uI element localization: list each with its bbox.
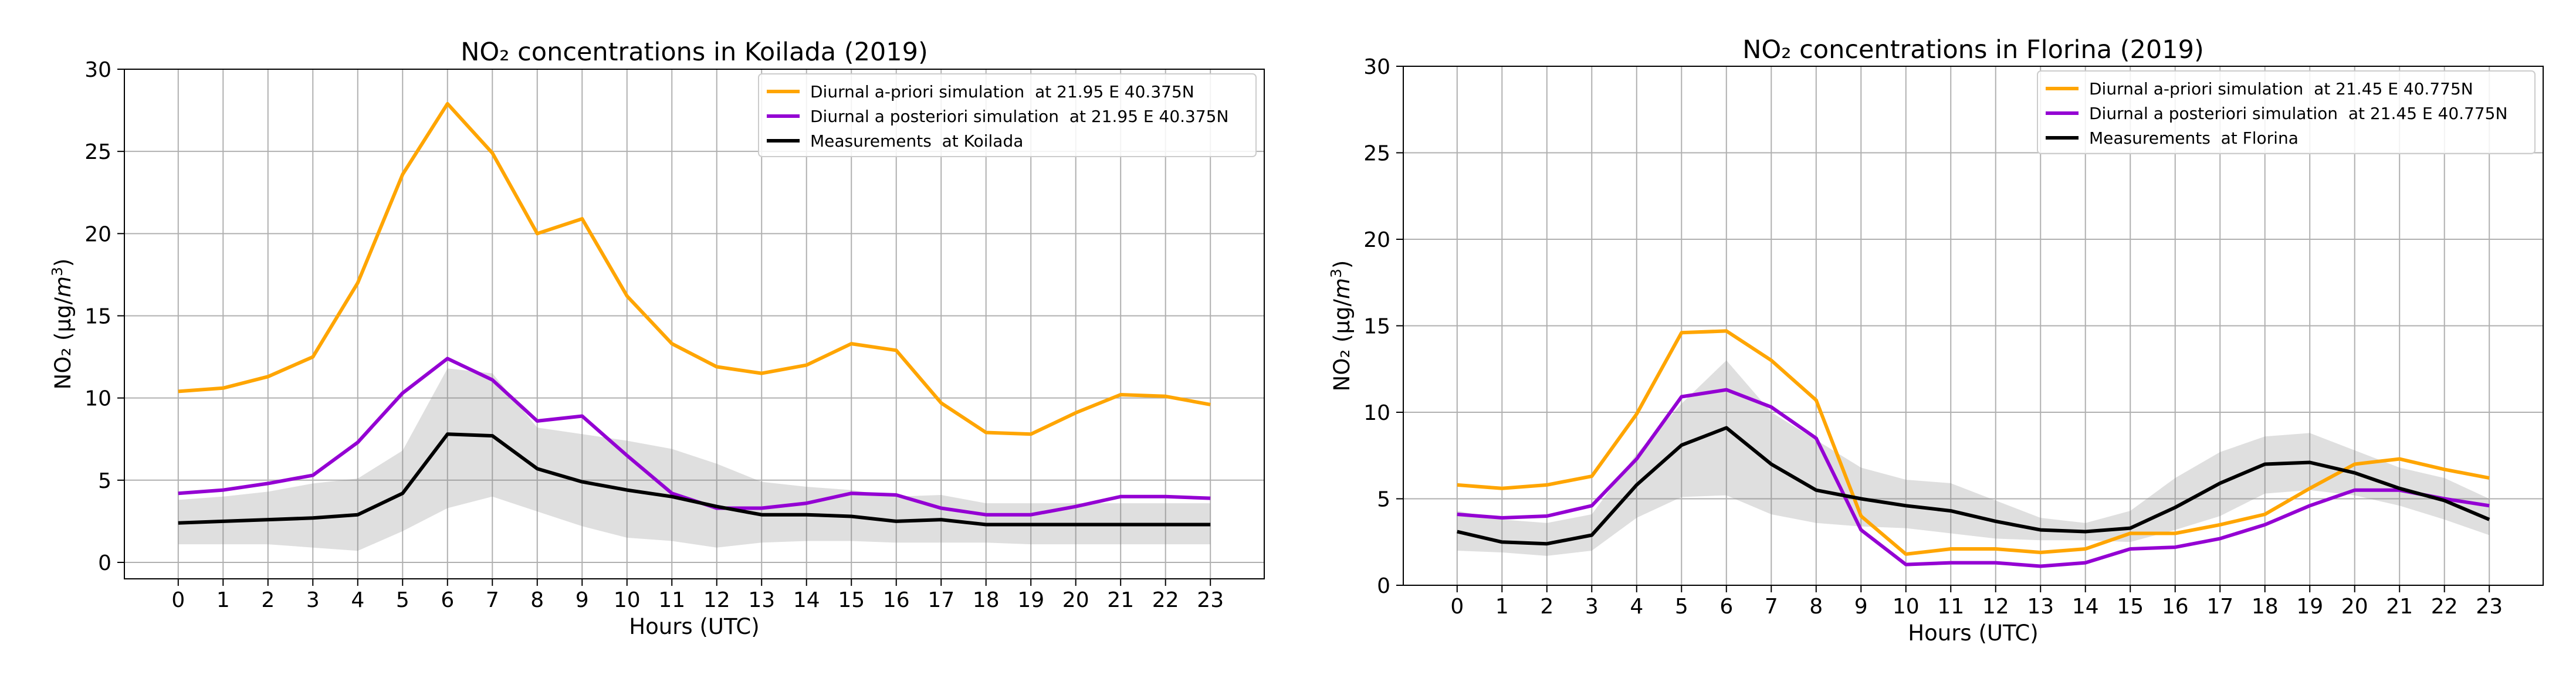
x-tick-label: 23: [2476, 595, 2503, 619]
x-tick-label: 2: [261, 588, 275, 612]
x-axis-label: Hours (UTC): [1908, 620, 2038, 646]
x-tick-label: 15: [838, 588, 865, 612]
x-tick-label: 12: [1982, 595, 2009, 619]
x-axis-label: Hours (UTC): [629, 614, 759, 639]
x-tick-label: 10: [614, 588, 641, 612]
x-tick-label: 3: [306, 588, 320, 612]
x-tick-label: 21: [2386, 595, 2413, 619]
x-tick-label: 10: [1893, 595, 1920, 619]
x-tick-label: 0: [1450, 595, 1464, 619]
legend: Diurnal a-priori simulation at 21.45 E 4…: [2037, 70, 2536, 154]
y-tick-label: 5: [98, 469, 111, 493]
x-tick-label: 14: [2072, 595, 2099, 619]
legend-box: [2037, 70, 2536, 154]
x-tick-label: 9: [1854, 595, 1868, 619]
legend: Diurnal a-priori simulation at 21.95 E 4…: [758, 73, 1257, 157]
measurement-range-band: [1457, 360, 2490, 556]
x-tick-label: 6: [1719, 595, 1733, 619]
x-tick-label: 16: [2162, 595, 2189, 619]
legend-entry-2: Diurnal a posteriori simulation at 21.95…: [810, 107, 1228, 126]
x-tick-label: 22: [1152, 588, 1179, 612]
x-tick-label: 11: [658, 588, 685, 612]
x-tick-label: 3: [1585, 595, 1599, 619]
x-tick-label: 19: [1017, 588, 1044, 612]
legend-entry-1: Diurnal a-priori simulation at 21.45 E 4…: [2089, 79, 2473, 99]
plot-frame: [124, 69, 1265, 579]
y-tick-label: 15: [1363, 315, 1390, 339]
chart-title: NO₂ concentrations in Florina (2019): [1742, 35, 2204, 65]
legend-box: [758, 73, 1257, 157]
x-tick-label: 17: [2206, 595, 2233, 619]
x-tick-label: 20: [2341, 595, 2368, 619]
legend-entry-3: Measurements at Florina: [2089, 128, 2299, 148]
x-tick-label: 0: [171, 588, 185, 612]
y-tick-label: 25: [1363, 142, 1390, 166]
chart-title: NO₂ concentrations in Koilada (2019): [461, 38, 928, 67]
x-tick-label: 20: [1062, 588, 1089, 612]
x-tick-label: 23: [1197, 588, 1224, 612]
y-tick-label: 0: [98, 551, 111, 575]
legend-entry-1: Diurnal a-priori simulation at 21.95 E 4…: [810, 82, 1194, 101]
x-tick-label: 5: [1675, 595, 1688, 619]
x-tick-label: 5: [396, 588, 409, 612]
y-axis-label: NO₂ (μg/m3): [49, 259, 76, 390]
y-tick-label: 15: [84, 304, 111, 328]
x-tick-label: 13: [2027, 595, 2054, 619]
x-tick-label: 4: [351, 588, 364, 612]
x-tick-label: 13: [748, 588, 775, 612]
x-tick-label: 2: [1540, 595, 1553, 619]
x-tick-label: 18: [2252, 595, 2279, 619]
x-tick-label: 7: [486, 588, 499, 612]
y-tick-label: 10: [1363, 401, 1390, 425]
y-tick-label: 10: [84, 387, 111, 411]
x-tick-label: 21: [1107, 588, 1134, 612]
x-tick-label: 15: [2117, 595, 2144, 619]
chart-1: 0 1 2 3 4 5 6 7 8 9 10 11 12 13 14 15 16 17 18 19 20 21 22 2305…: [49, 38, 1265, 639]
x-tick-label: 17: [928, 588, 954, 612]
legend-entry-3: Measurements at Koilada: [810, 131, 1023, 151]
x-tick-label: 7: [1765, 595, 1778, 619]
series-line-1: [178, 101, 1211, 436]
x-tick-label: 1: [216, 588, 230, 612]
chart-2: 0 1 2 3 4 5 6 7 8 9 10 11 12 13 14 15 16 17 18 19 20 21 22 2305…: [1328, 35, 2544, 646]
y-tick-label: 20: [84, 222, 111, 246]
legend-entry-2: Diurnal a posteriori simulation at 21.45…: [2089, 104, 2507, 123]
x-tick-label: 1: [1495, 595, 1509, 619]
x-tick-label: 8: [530, 588, 544, 612]
x-tick-label: 18: [973, 588, 1000, 612]
x-tick-label: 11: [1937, 595, 1964, 619]
x-tick-label: 12: [703, 588, 730, 612]
x-tick-label: 4: [1630, 595, 1643, 619]
x-tick-label: 22: [2431, 595, 2458, 619]
x-tick-label: 9: [576, 588, 589, 612]
x-tick-label: 19: [2296, 595, 2323, 619]
x-tick-label: 14: [793, 588, 820, 612]
y-tick-label: 30: [1363, 55, 1390, 79]
y-axis-label: NO₂ (μg/m3): [1328, 260, 1355, 392]
x-tick-label: 16: [883, 588, 910, 612]
measurement-range-band: [178, 368, 1211, 551]
series-line-3: [1457, 426, 2490, 546]
y-tick-label: 30: [84, 58, 111, 82]
y-tick-label: 20: [1363, 228, 1390, 252]
series-line-2: [1457, 388, 2490, 568]
y-tick-label: 5: [1377, 488, 1390, 512]
y-tick-label: 0: [1377, 574, 1390, 598]
x-tick-label: 6: [441, 588, 454, 612]
series-line-3: [178, 432, 1211, 527]
series-line-1: [1457, 329, 2490, 556]
y-tick-label: 25: [84, 140, 111, 164]
x-tick-label: 8: [1809, 595, 1823, 619]
